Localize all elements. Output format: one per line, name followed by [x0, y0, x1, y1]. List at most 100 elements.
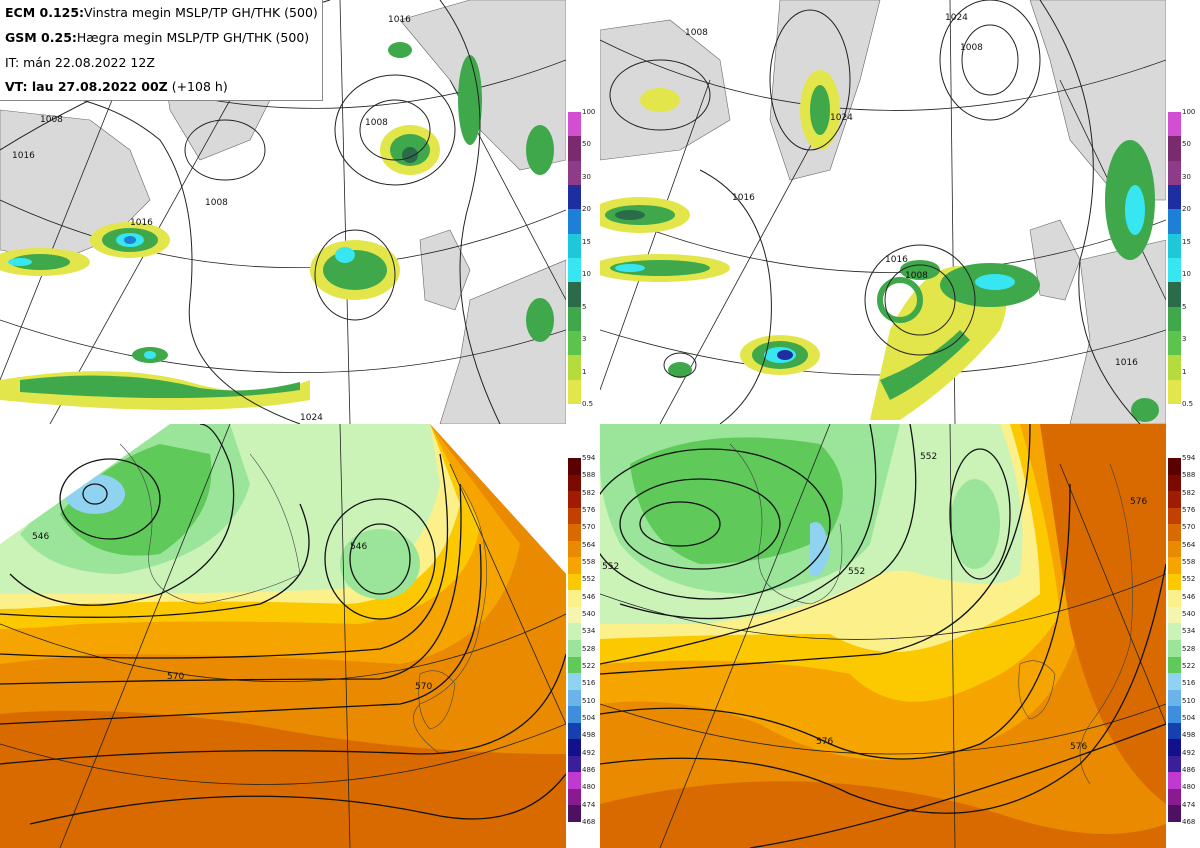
colorbar-swatch [1168, 258, 1181, 283]
colorbar-swatch [1168, 233, 1181, 259]
colorbar-swatch [1168, 689, 1181, 707]
colorbar-tick-label: 528 [582, 644, 596, 653]
colorbar-swatch [568, 755, 581, 773]
colorbar-tick-label: 510 [582, 696, 596, 705]
colorbar-tick-label: 5 [582, 302, 587, 311]
colorbar-swatch [1168, 755, 1181, 773]
colorbar-swatch [1168, 331, 1181, 356]
colorbar-swatch [568, 458, 581, 476]
gh-contour-label: 576 [1130, 497, 1147, 507]
europe-landmass [1069, 239, 1166, 424]
colorbar-swatch [568, 258, 581, 283]
colorbar-swatch [1168, 474, 1181, 492]
isobar-label: 1016 [12, 151, 35, 161]
colorbar-tick-label: 552 [582, 575, 596, 584]
isobar-label: 1024 [945, 13, 968, 23]
colorbar-tick-label: 30 [582, 172, 591, 181]
colorbar-swatch [1168, 606, 1181, 624]
isobar-label: 1008 [40, 115, 63, 125]
gh-contour-label: 576 [816, 737, 833, 747]
isobar-labels: 1016 1008 1008 1016 1016 1008 1024 [12, 15, 411, 423]
colorbar-swatch [568, 805, 581, 823]
colorbar-swatch [1168, 722, 1181, 740]
colorbar-swatch [568, 331, 581, 356]
forecast-info-box: ECM 0.125:Vinstra megin MSLP/TP GH/THK (… [0, 0, 323, 101]
isobar-label: 1008 [685, 28, 708, 38]
british-isles [419, 229, 471, 311]
colorbar-swatch [1168, 185, 1181, 210]
isobar-label: 1008 [205, 198, 228, 208]
colorbar-swatch [568, 491, 581, 509]
colorbar-swatch [1168, 573, 1181, 591]
colorbar-tick-label: 504 [582, 714, 596, 722]
gh-contour-labels: 552 552 552 576 576 576 [602, 452, 1147, 752]
isobar-label: 1008 [905, 271, 928, 281]
colorbar-tick-label: 5 [1182, 302, 1187, 311]
precip-colorbar-left: 100 50 30 20 15 10 5 3 1 0.5 [568, 108, 600, 408]
colorbar-swatch [568, 507, 581, 525]
colorbar-tick-label: 468 [582, 818, 596, 826]
colorbar-tick-label: 10 [1182, 270, 1191, 279]
precipitation-areas [0, 42, 554, 410]
colorbar-swatch [568, 474, 581, 492]
colorbar-tick-label: 534 [1182, 627, 1196, 636]
colorbar-tick-label: 594 [582, 454, 596, 462]
gh-contour-label: 576 [1070, 742, 1087, 752]
coastlines [729, 443, 1133, 785]
colorbar-tick-label: 1 [582, 367, 587, 376]
colorbar-tick-label: 480 [1182, 783, 1196, 792]
colorbar-swatch [1168, 673, 1181, 691]
colorbar-swatch [568, 209, 581, 235]
colorbar-swatch [1168, 458, 1181, 476]
model-line-gsm: GSM 0.25:Hægra megin MSLP/TP GH/THK (500… [5, 30, 310, 45]
colorbar-swatch [1168, 379, 1181, 405]
colorbar-swatch [1168, 656, 1181, 674]
colorbar-swatch [568, 739, 581, 757]
isobar-label: 1016 [885, 255, 908, 265]
colorbar-tick-label: 3 [582, 335, 587, 344]
colorbar-swatch [1168, 136, 1181, 162]
colorbar-tick-label: 100 [582, 108, 596, 116]
colorbar-swatch [1168, 772, 1181, 790]
colorbar-swatch [568, 788, 581, 806]
colorbar-tick-label: 540 [582, 610, 596, 618]
colorbar-swatch [568, 623, 581, 641]
colorbar-tick-label: 10 [582, 270, 591, 279]
colorbar-swatch [568, 233, 581, 259]
colorbar-tick-label: 552 [1182, 575, 1196, 584]
graticule [0, 424, 566, 848]
colorbar-swatch [568, 573, 581, 591]
colorbar-tick-label: 558 [1182, 558, 1196, 566]
gh-contours [600, 424, 1166, 848]
colorbar-tick-label: 0.5 [582, 400, 594, 408]
colorbar-swatch [568, 689, 581, 707]
colorbar-tick-label: 474 [582, 800, 596, 809]
colorbar-swatch [568, 640, 581, 658]
colorbar-swatch [1168, 640, 1181, 658]
colorbar-tick-label: 588 [1182, 471, 1196, 480]
colorbar-swatch [568, 706, 581, 724]
colorbar-tick-label: 582 [1182, 488, 1196, 497]
colorbar-swatch [1168, 160, 1181, 186]
colorbar-swatch [1168, 282, 1181, 308]
isobar-label: 1016 [732, 193, 755, 203]
colorbar-tick-label: 522 [582, 662, 596, 670]
gh-contours [0, 424, 566, 825]
gsm-gh-thickness-map: 552 552 552 576 576 576 [600, 424, 1166, 848]
colorbar-tick-label: 570 [582, 523, 596, 532]
colorbar-swatch [1168, 306, 1181, 332]
colorbar-tick-label: 576 [1182, 506, 1196, 514]
colorbar-tick-label: 546 [582, 592, 596, 601]
colorbar-swatch [1168, 209, 1181, 235]
colorbar-tick-label: 30 [1182, 172, 1191, 181]
colorbar-tick-label: 468 [1182, 818, 1196, 826]
colorbar-swatch [568, 185, 581, 210]
init-time: IT: mán 22.08.2022 12Z [5, 55, 155, 70]
colorbar-swatch [1168, 805, 1181, 823]
colorbar-swatch [568, 722, 581, 740]
colorbar-tick-label: 0.5 [1182, 400, 1194, 408]
gh-contour-label: 546 [350, 542, 367, 552]
colorbar-tick-label: 100 [1182, 108, 1196, 116]
colorbar-swatch [568, 379, 581, 405]
colorbar-tick-label: 50 [582, 140, 591, 149]
